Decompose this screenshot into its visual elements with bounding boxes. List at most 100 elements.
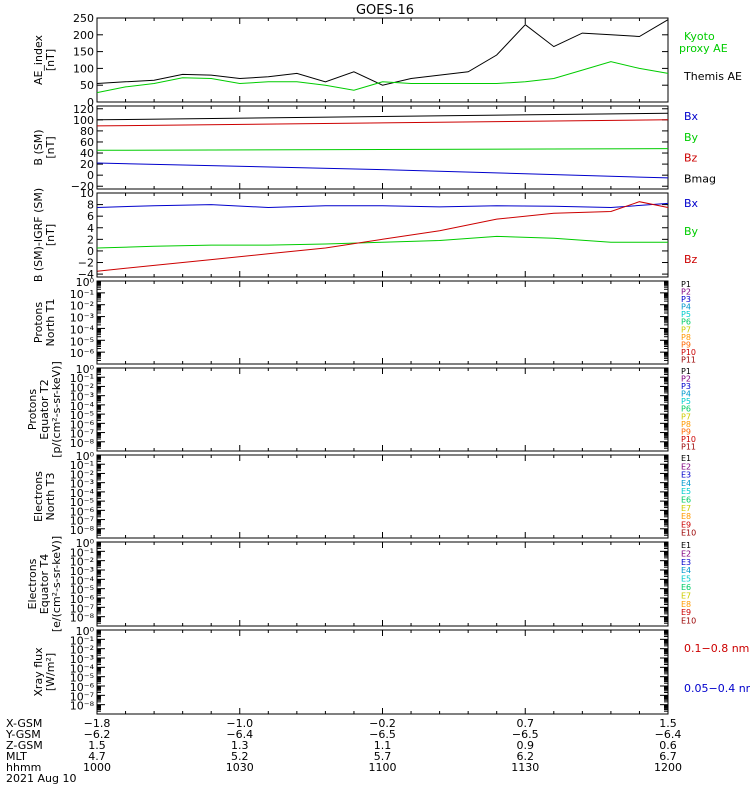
footer-value: 6.2 [517, 750, 535, 763]
legend-entry: E8 [681, 512, 691, 521]
y-tick-label: 10⁻¹ [70, 459, 94, 472]
panel-xray: Xray flux [W/m²]10⁰10⁻¹10⁻²10⁻³10⁻⁴10⁻⁵10… [32, 625, 750, 715]
y-axis-label: Equator T4 [38, 554, 51, 614]
y-axis-label: Electrons [32, 471, 45, 522]
footer-value: 1.5 [659, 717, 677, 730]
y-tick-label: 10⁰ [76, 625, 95, 638]
panel-electrons_t4: Electrons Equator T4 [e/(cm²-s-sr-keV)] 10⁰… [26, 536, 696, 632]
series-line-0 [96, 112, 669, 121]
footer-row: Z-GSM 1.5 1.3 1.1 0.9 0.6 [6, 739, 677, 752]
legend-entry: E7 [681, 591, 691, 600]
panel-frame [96, 454, 669, 539]
panel-frame [96, 541, 669, 627]
legend-entry: E9 [681, 608, 691, 617]
legend-entry: 0.1−0.8 nm [684, 642, 749, 655]
y-tick-label: 10⁻⁴ [70, 400, 95, 413]
footer-value: −1.8 [84, 717, 111, 730]
legend-entry: E9 [681, 520, 691, 529]
plot-title: GOES-16 [356, 3, 414, 18]
legend-entry: E3 [681, 558, 691, 567]
y-tick-label: 0 [87, 96, 94, 109]
y-axis-label: [e/(cm²-s-sr-keV)] [50, 536, 63, 632]
legend-entry: E4 [681, 566, 691, 575]
series-line-2 [96, 148, 669, 151]
legend-entry: P5 [681, 397, 691, 406]
legend-entry: P1 [681, 280, 691, 289]
legend-entry: P10 [681, 348, 696, 357]
y-axis-label: Protons [32, 302, 45, 343]
y-tick-label: 10⁰ [76, 450, 95, 463]
y-tick-label: 100 [73, 62, 94, 75]
footer-value: 1100 [369, 761, 397, 774]
y-tick-label: 10⁻¹ [70, 288, 94, 301]
legend-entry: E3 [681, 471, 691, 480]
footer-value: −0.2 [369, 717, 396, 730]
y-axis-label: Protons [26, 389, 39, 430]
legend-entry: Bmag [684, 172, 716, 185]
y-tick-label: −20 [71, 180, 94, 193]
y-axis-label: North T1 [44, 299, 57, 347]
y-tick-label: 10⁰ [76, 276, 95, 289]
footer-value: 0.6 [659, 739, 677, 752]
footer-row-label: MLT [6, 750, 27, 763]
legend-entry: Bx [684, 110, 699, 123]
legend-entry: E5 [681, 575, 691, 584]
y-tick-label: 10⁻⁵ [70, 409, 94, 422]
y-tick-label: 10⁻⁸ [70, 437, 95, 450]
legend-entry: P6 [681, 405, 691, 414]
y-axis-label: AE_index [32, 34, 45, 85]
legend-entry: P11 [681, 442, 696, 451]
y-tick-label: 10⁻² [70, 468, 94, 481]
footer-value: 0.9 [517, 739, 535, 752]
y-tick-label: 10⁻⁶ [70, 505, 95, 518]
legend-entry: P7 [681, 412, 691, 421]
legend-entry: P8 [681, 420, 691, 429]
y-tick-label: 10⁻³ [70, 312, 94, 325]
legend-entry: E10 [681, 529, 696, 538]
legend-entry: P2 [681, 288, 691, 297]
footer-value: −6.4 [226, 728, 253, 741]
y-tick-label: 4 [87, 222, 94, 235]
footer-ephemeris: X-GSM −1.8 −1.0 −0.2 0.7 1.5 Y-GSM −6.2 −6.4 −6.5… [5, 717, 682, 785]
panel-protons_t1: Protons North T1 10⁰10⁻¹10⁻²10⁻³10⁻⁴10⁻⁵10… [32, 276, 696, 365]
y-axis-label: Xray flux [32, 647, 45, 697]
series-line-1 [96, 61, 669, 94]
y-tick-label: 20 [80, 158, 94, 171]
panel-frame [96, 629, 669, 715]
legend-entry: P3 [681, 295, 691, 304]
legend-entry: Bz [684, 152, 698, 165]
y-tick-label: 10⁻² [70, 300, 94, 313]
y-tick-label: 10⁻⁴ [70, 574, 95, 587]
y-axis-label: North T3 [44, 473, 57, 521]
footer-value: 6.7 [659, 750, 677, 763]
footer-row-label: Y-GSM [5, 728, 41, 741]
y-tick-label: 100 [73, 114, 94, 127]
footer-value: 1130 [511, 761, 539, 774]
y-tick-label: 2 [87, 233, 94, 246]
y-tick-label: 10 [80, 187, 94, 200]
y-tick-label: 10⁻⁶ [70, 593, 95, 606]
y-tick-label: 10⁻⁵ [70, 584, 94, 597]
y-tick-label: 8 [87, 199, 94, 212]
y-tick-label: 10⁰ [76, 363, 95, 376]
y-tick-label: 10⁻¹ [70, 372, 94, 385]
y-tick-label: 10⁻⁸ [70, 700, 95, 713]
panel-electrons_t3: Electrons North T3 10⁰10⁻¹10⁻²10⁻³10⁻⁴10⁻⁵… [32, 450, 696, 539]
y-axis-label: Electrons [26, 558, 39, 609]
footer-value: −6.2 [84, 728, 111, 741]
y-tick-label: 10⁻² [70, 644, 94, 657]
y-axis-label: [W/m²] [44, 653, 57, 691]
y-tick-label: 120 [73, 103, 94, 116]
panel-frame [96, 280, 669, 365]
series-line-3 [96, 162, 669, 179]
y-axis-label: [nT] [44, 224, 57, 246]
legend-entry: P11 [681, 355, 696, 364]
y-tick-label: 0 [87, 245, 94, 258]
y-tick-label: 80 [80, 125, 94, 138]
y-tick-label: 10⁻⁷ [70, 515, 94, 528]
y-tick-label: 60 [80, 136, 94, 149]
footer-row-label: Z-GSM [6, 739, 43, 752]
